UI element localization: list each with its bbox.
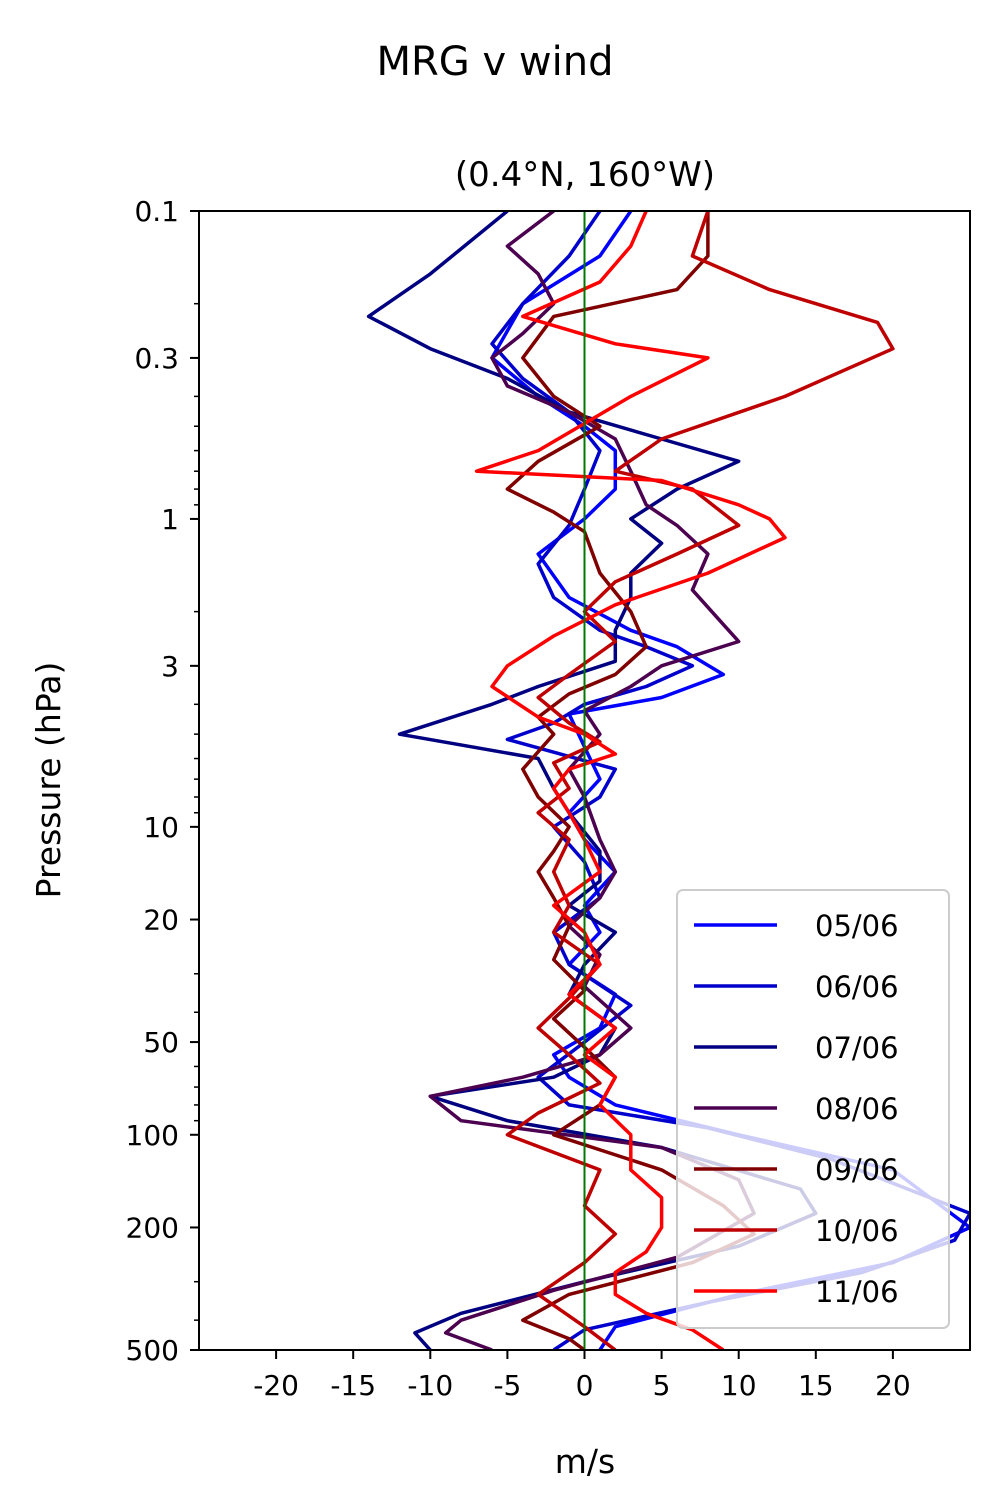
x-axis-label: m/s bbox=[555, 1442, 615, 1481]
y-tick-label: 0.3 bbox=[134, 342, 179, 375]
x-tick-label: 0 bbox=[576, 1369, 594, 1402]
x-tick-label: -20 bbox=[253, 1369, 299, 1402]
legend-label: 07/06 bbox=[815, 1031, 899, 1065]
legend-label: 08/06 bbox=[815, 1092, 899, 1126]
x-tick-label: 15 bbox=[798, 1369, 834, 1402]
chart-title: (0.4°N, 160°W) bbox=[455, 155, 715, 195]
y-tick-label: 500 bbox=[126, 1334, 179, 1367]
y-tick-label: 200 bbox=[126, 1211, 179, 1244]
y-tick-label: 20 bbox=[143, 904, 179, 937]
x-tick-label: -5 bbox=[493, 1369, 521, 1402]
series-line-11-06 bbox=[474, 211, 787, 1350]
x-tick-label: -10 bbox=[407, 1369, 453, 1402]
legend-label: 09/06 bbox=[815, 1153, 899, 1187]
chart-suptitle: MRG v wind bbox=[377, 39, 614, 85]
x-tick-label: 10 bbox=[721, 1369, 757, 1402]
y-tick-label: 50 bbox=[143, 1026, 179, 1059]
y-axis-label: Pressure (hPa) bbox=[29, 662, 68, 899]
legend-label: 10/06 bbox=[815, 1214, 899, 1248]
y-tick-label: 1 bbox=[161, 503, 179, 536]
x-tick-label: 5 bbox=[653, 1369, 671, 1402]
legend-label: 05/06 bbox=[815, 909, 899, 943]
legend-box bbox=[676, 889, 950, 1329]
legend-label: 06/06 bbox=[815, 970, 899, 1004]
series-line-10-06 bbox=[505, 211, 895, 1350]
y-tick-label: 10 bbox=[143, 811, 179, 844]
x-tick-label: 20 bbox=[875, 1369, 911, 1402]
y-tick-label: 3 bbox=[161, 650, 179, 683]
y-tick-label: 100 bbox=[126, 1119, 179, 1152]
x-tick-label: -15 bbox=[330, 1369, 376, 1402]
y-tick-label: 0.1 bbox=[134, 195, 179, 228]
legend-label: 11/06 bbox=[815, 1275, 899, 1309]
